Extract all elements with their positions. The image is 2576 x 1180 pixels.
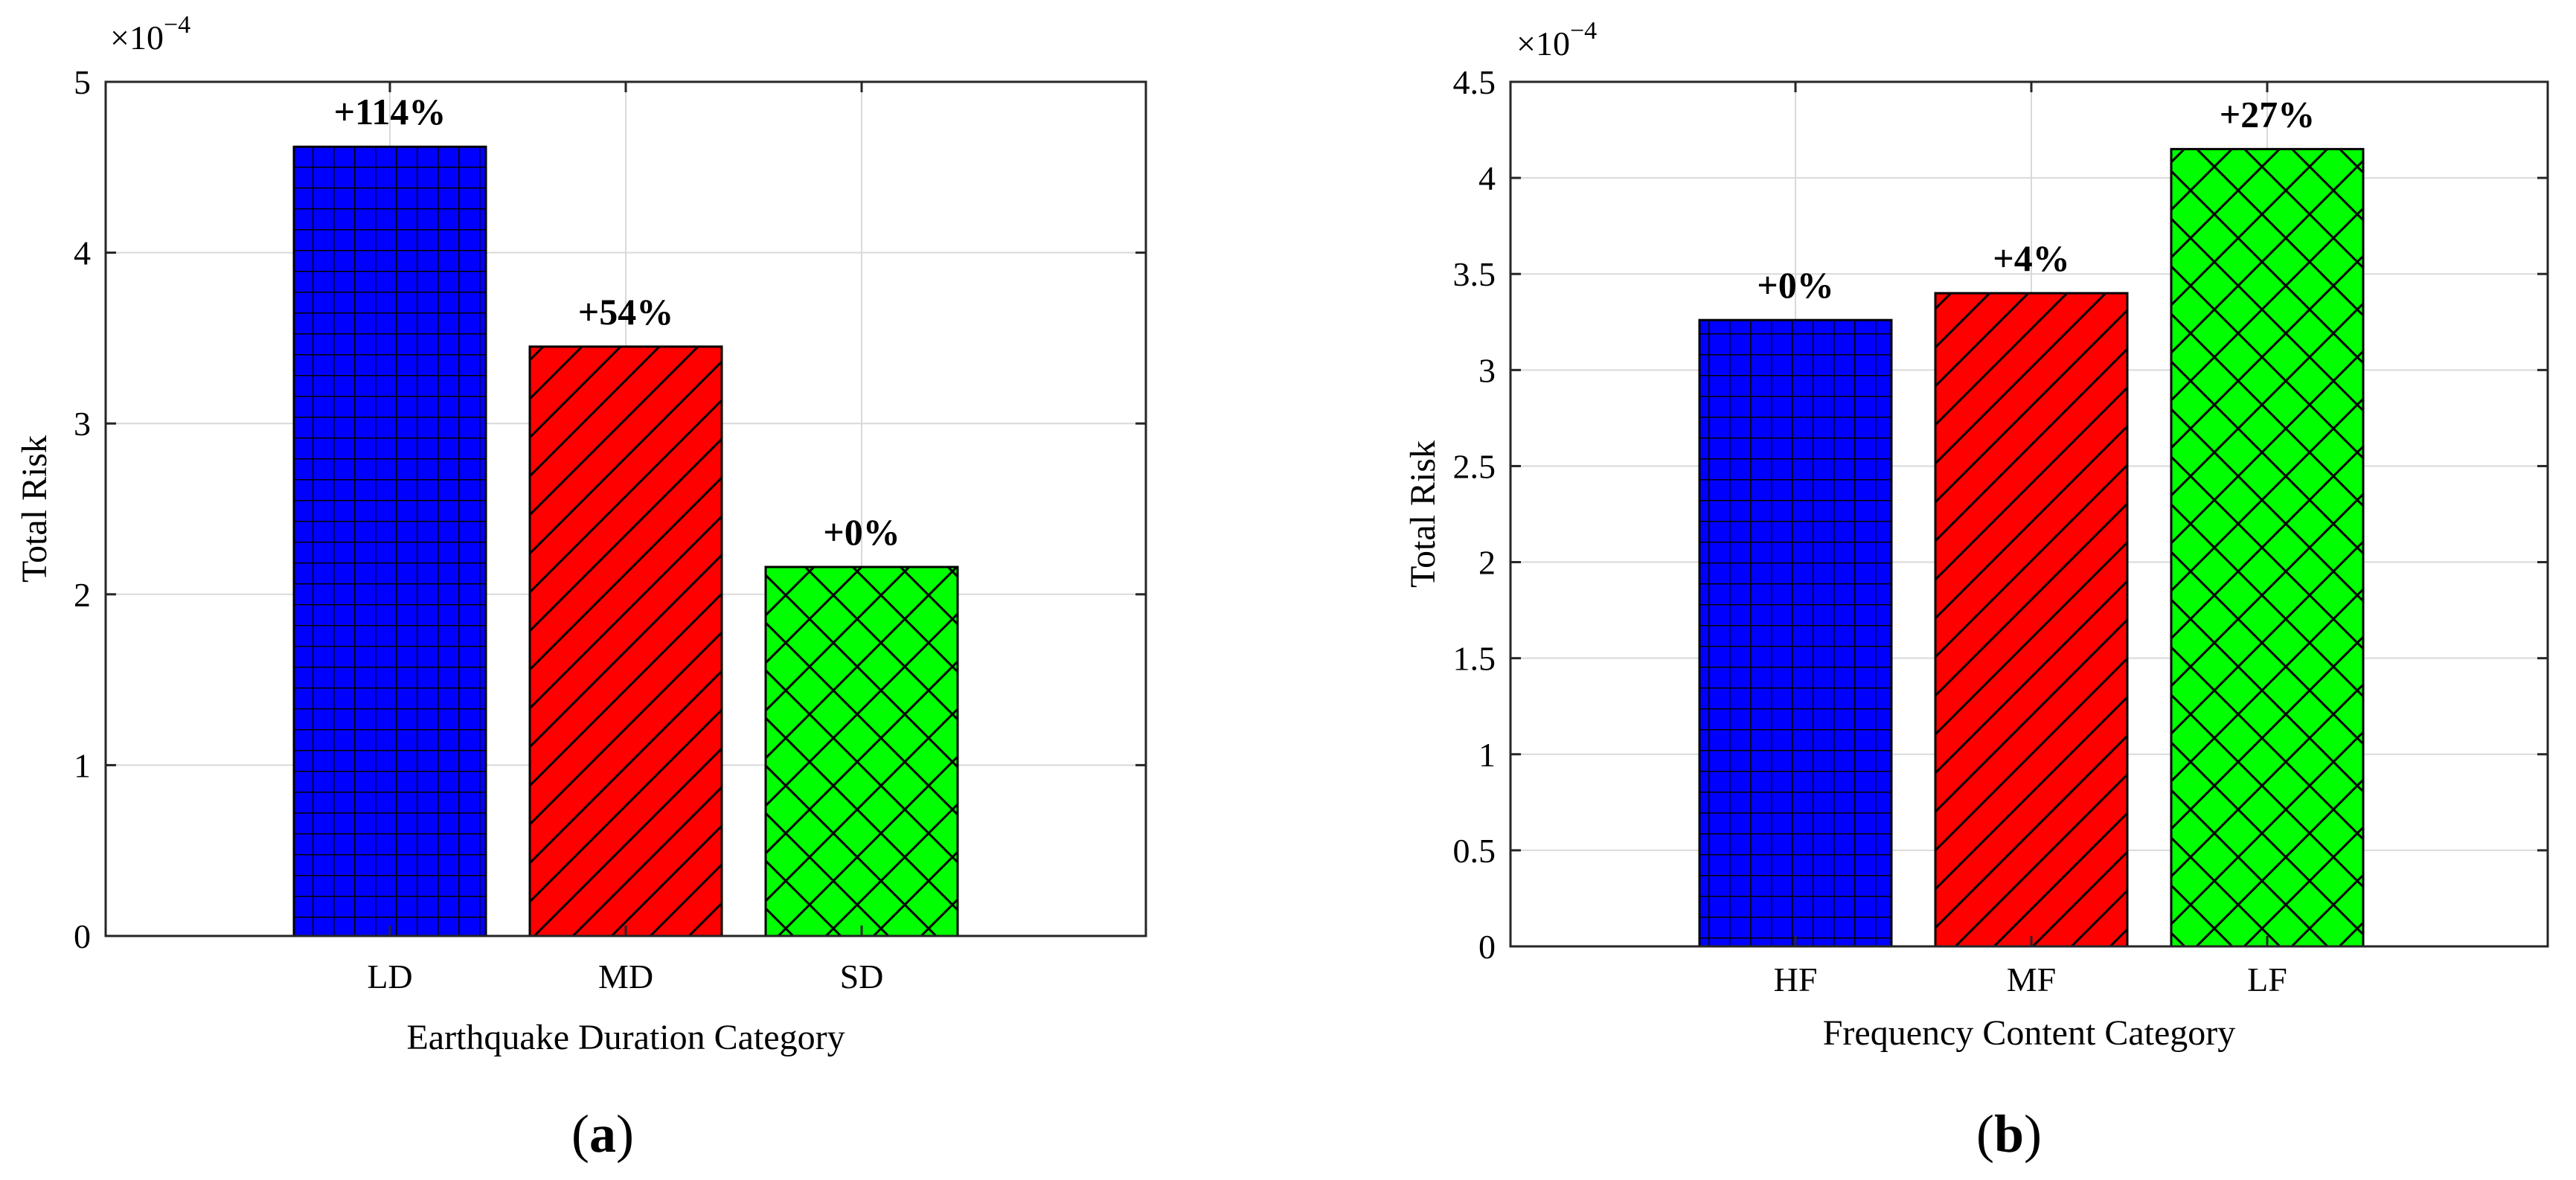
y-axis: 0 1 2 3 4 5 [74,63,1146,955]
bar-hatch-mf [1935,293,2127,946]
y-tick-label: 4.5 [1453,63,1496,101]
chart-panel-b: +0% +4% +27% 0 0.5 1 1.5 2 2.5 3 3.5 4 4.5 HF MF LF Freq… [1403,17,2549,1164]
x-axis-label: Earthquake Duration Category [406,1018,845,1057]
y-axis: 0 0.5 1 1.5 2 2.5 3 3.5 4 4.5 [1453,63,2548,966]
data-label: +4% [1993,237,2070,279]
y-tick-label: 5 [74,63,91,101]
bar-hatch-sd [766,567,958,936]
y-tick-label: 4 [74,234,91,272]
x-axis: LD MD SD [367,82,883,995]
x-tick-label: MF [2007,961,2056,998]
axis-exponent-mantissa: ×10 [110,19,164,57]
axes-frame [1509,80,2549,948]
data-label: +0% [1757,264,1834,306]
axis-exponent: ×10−4 [110,11,190,57]
y-tick-label: 1 [74,746,91,784]
x-tick-label: LF [2247,961,2287,998]
data-label: +27% [2220,93,2316,135]
bar-hatch-ld [294,147,486,936]
bar-hatch-lf [2171,149,2363,946]
axis-exponent-power: −4 [1570,17,1597,45]
x-tick-label: SD [840,958,884,995]
x-tick-label: LD [367,958,412,995]
data-label: +114% [334,91,446,132]
y-tick-label: 2.5 [1453,447,1496,485]
bars: +114% +54% +0% [292,91,959,937]
x-tick-label: MD [598,958,653,995]
axis-exponent: ×10−4 [1516,17,1597,62]
y-tick-label: 3 [74,405,91,443]
chart-panel-a: +114% +54% +0% 0 1 2 3 4 5 LD MD SD Earthquake Durat… [15,11,1147,1164]
x-tick-label: HF [1774,961,1818,998]
y-tick-label: 0 [74,917,91,955]
x-axis: HF MF LF [1774,82,2287,998]
y-tick-label: 0 [1478,928,1496,966]
bar-hatch-hf [1699,320,1891,946]
bar-hatch-md [530,346,722,936]
panel-label: (a) [571,1104,634,1164]
y-tick-label: 3 [1478,351,1496,389]
axis-exponent-mantissa: ×10 [1516,25,1570,62]
data-label: +0% [823,511,900,553]
y-tick-label: 0.5 [1453,832,1496,870]
y-axis-label: Total Risk [1403,440,1443,588]
y-tick-label: 1.5 [1453,640,1496,678]
y-tick-label: 2 [1478,544,1496,582]
y-tick-label: 1 [1478,736,1496,774]
y-tick-label: 2 [74,576,91,614]
y-tick-label: 4 [1478,159,1496,197]
y-axis-label: Total Risk [15,435,54,583]
x-axis-label: Frequency Content Category [1823,1013,2236,1053]
panel-label: (b) [1976,1104,2042,1164]
data-label: +54% [578,291,674,333]
axis-exponent-power: −4 [164,11,190,39]
y-tick-label: 3.5 [1453,255,1496,293]
